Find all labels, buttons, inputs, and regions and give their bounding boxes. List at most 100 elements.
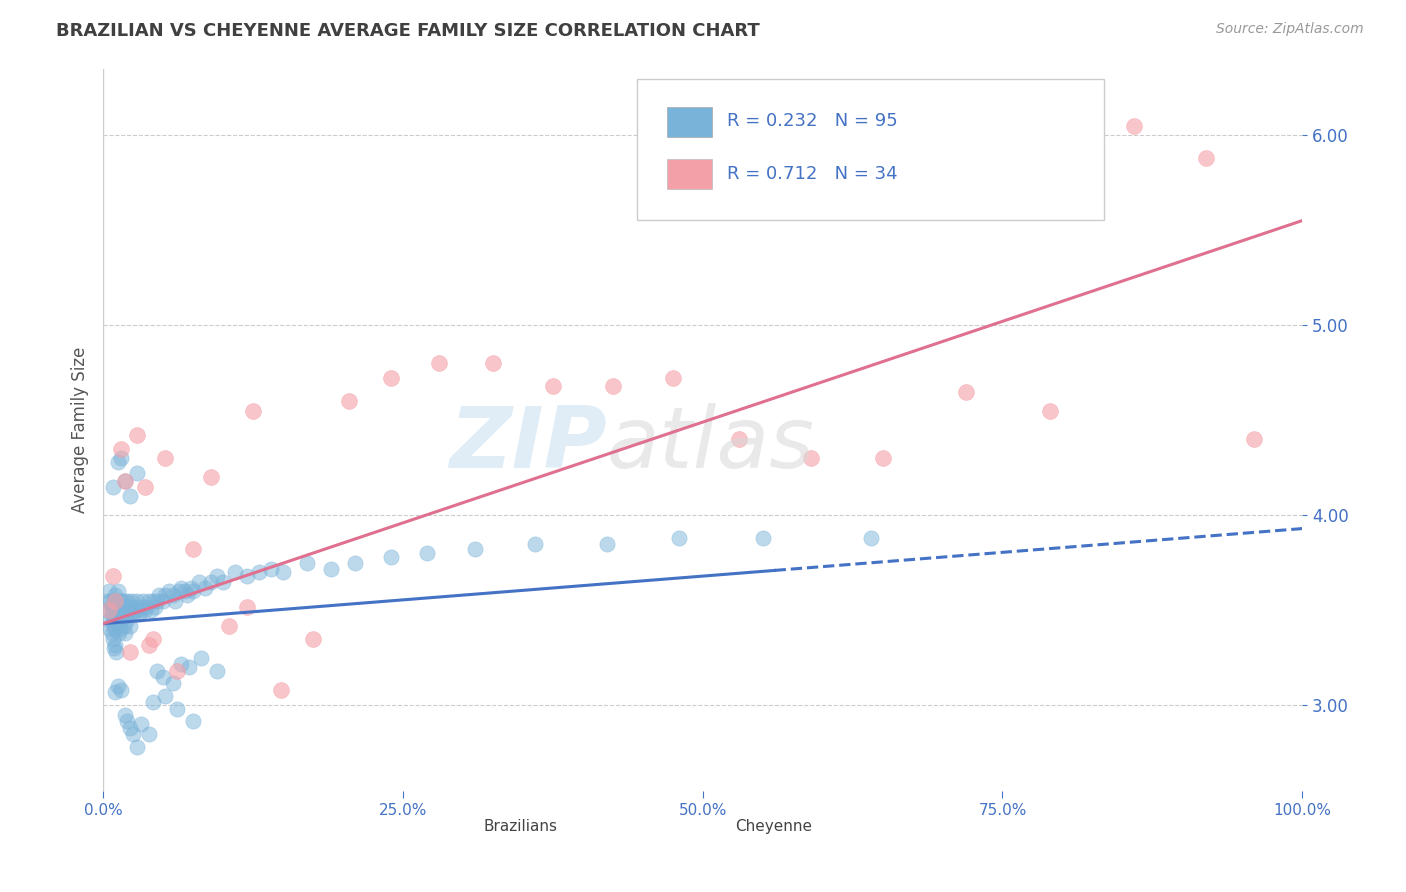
Point bbox=[129, 599, 152, 614]
Point bbox=[103, 618, 125, 632]
Point bbox=[104, 588, 127, 602]
Point bbox=[179, 660, 201, 674]
Point bbox=[101, 480, 124, 494]
Point bbox=[155, 451, 177, 466]
Point bbox=[152, 670, 174, 684]
Point bbox=[98, 594, 121, 608]
Point bbox=[212, 574, 235, 589]
Point bbox=[117, 594, 139, 608]
Point bbox=[1195, 151, 1218, 165]
Point bbox=[270, 683, 292, 698]
Point bbox=[260, 561, 283, 575]
Point bbox=[100, 607, 122, 621]
Point bbox=[170, 581, 193, 595]
Point bbox=[104, 638, 127, 652]
Text: Source: ZipAtlas.com: Source: ZipAtlas.com bbox=[1216, 22, 1364, 37]
Point bbox=[98, 613, 121, 627]
Point bbox=[131, 594, 153, 608]
Point bbox=[134, 603, 156, 617]
Point bbox=[859, 531, 882, 545]
Point bbox=[224, 566, 246, 580]
Point bbox=[205, 569, 228, 583]
Point bbox=[107, 584, 129, 599]
Point bbox=[114, 474, 136, 488]
Point bbox=[319, 561, 342, 575]
Point bbox=[107, 599, 129, 614]
Point bbox=[464, 542, 486, 557]
Point bbox=[180, 581, 202, 595]
Point bbox=[135, 599, 157, 614]
Point bbox=[110, 613, 132, 627]
Point bbox=[125, 594, 148, 608]
Point bbox=[602, 379, 624, 393]
Point bbox=[337, 394, 360, 409]
Point bbox=[166, 664, 188, 678]
Point bbox=[107, 455, 129, 469]
Point bbox=[131, 717, 153, 731]
Point bbox=[302, 632, 325, 646]
Point bbox=[200, 574, 222, 589]
Point bbox=[115, 599, 138, 614]
Point bbox=[343, 556, 366, 570]
Y-axis label: Average Family Size: Average Family Size bbox=[72, 346, 89, 513]
Point bbox=[155, 689, 177, 703]
Point bbox=[118, 607, 141, 621]
Point bbox=[523, 537, 546, 551]
Point bbox=[101, 632, 124, 646]
Point bbox=[98, 623, 121, 637]
Point bbox=[104, 685, 127, 699]
Point bbox=[121, 594, 143, 608]
Point bbox=[111, 594, 134, 608]
Point bbox=[236, 569, 259, 583]
Point bbox=[115, 714, 138, 728]
Point bbox=[188, 574, 211, 589]
Point bbox=[138, 638, 160, 652]
Point bbox=[668, 531, 690, 545]
Point bbox=[176, 588, 198, 602]
Point bbox=[155, 588, 177, 602]
Point bbox=[271, 566, 294, 580]
Point bbox=[100, 626, 122, 640]
Point bbox=[173, 584, 195, 599]
Point bbox=[112, 618, 135, 632]
FancyBboxPatch shape bbox=[451, 822, 477, 843]
Point bbox=[194, 581, 217, 595]
Point bbox=[114, 474, 136, 488]
Point bbox=[596, 537, 619, 551]
Point bbox=[97, 594, 120, 608]
Point bbox=[380, 550, 402, 565]
Point bbox=[105, 607, 128, 621]
Point bbox=[118, 489, 141, 503]
Point bbox=[122, 727, 145, 741]
Point bbox=[101, 613, 124, 627]
Text: ZIP: ZIP bbox=[449, 402, 607, 485]
Point bbox=[110, 599, 132, 614]
Point bbox=[118, 721, 141, 735]
Point bbox=[138, 594, 160, 608]
Point bbox=[107, 626, 129, 640]
Point bbox=[181, 584, 204, 599]
Point bbox=[124, 599, 146, 614]
Text: atlas: atlas bbox=[607, 402, 814, 485]
Point bbox=[114, 594, 136, 608]
FancyBboxPatch shape bbox=[637, 79, 1104, 220]
Point bbox=[170, 657, 193, 671]
Point bbox=[142, 695, 165, 709]
Point bbox=[427, 356, 450, 370]
Point bbox=[142, 632, 165, 646]
Point bbox=[128, 607, 150, 621]
Point bbox=[124, 603, 146, 617]
Point bbox=[122, 607, 145, 621]
Point bbox=[101, 569, 124, 583]
Point bbox=[190, 651, 212, 665]
Point bbox=[416, 546, 439, 560]
Point bbox=[108, 623, 131, 637]
Point bbox=[101, 603, 124, 617]
Point bbox=[200, 470, 222, 484]
Point bbox=[181, 714, 204, 728]
FancyBboxPatch shape bbox=[666, 107, 713, 137]
Point bbox=[800, 451, 823, 466]
Point bbox=[157, 584, 180, 599]
Point bbox=[247, 566, 270, 580]
Point bbox=[242, 403, 264, 417]
